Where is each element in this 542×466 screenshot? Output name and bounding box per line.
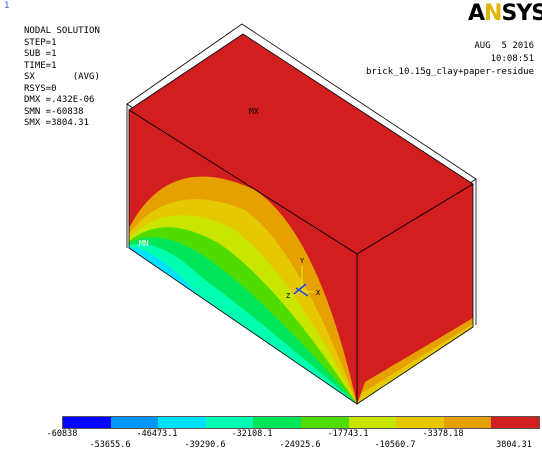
model-title: brick_10.15g_clay+paper-residue bbox=[366, 67, 534, 77]
right-face bbox=[357, 184, 473, 404]
legend-label: -53655.6 bbox=[89, 440, 131, 450]
legend-color-band bbox=[63, 417, 111, 428]
legend-color-band bbox=[348, 417, 397, 428]
front-face bbox=[129, 110, 357, 404]
legend-label: -3378.18 bbox=[422, 429, 464, 439]
mn-marker: MN bbox=[139, 239, 149, 248]
contour-legend-bar bbox=[62, 416, 540, 429]
time-label: 10:08:51 bbox=[490, 54, 534, 64]
legend-label: -10560.7 bbox=[374, 440, 416, 450]
legend-labels-bottom: -53655.6 -39290.6 -24925.6 -10560.7 3804… bbox=[62, 440, 542, 452]
info-line: RSYS=0 bbox=[24, 83, 57, 94]
date-label: AUG 5 2016 bbox=[474, 41, 534, 51]
ansys-logo: ANSYS bbox=[468, 1, 542, 26]
mx-marker: MX bbox=[249, 107, 259, 116]
legend-label: -39290.6 bbox=[184, 440, 226, 450]
legend-color-band bbox=[300, 417, 349, 428]
legend-label: -32108.1 bbox=[231, 429, 273, 439]
legend-label: -46473.1 bbox=[136, 429, 178, 439]
header-info: AUG 5 2016 10:08:51 brick_10.15g_clay+pa… bbox=[366, 40, 534, 79]
info-line: STEP=1 bbox=[24, 37, 57, 48]
triad-z-label: Z bbox=[286, 292, 290, 300]
legend-label: 3804.31 bbox=[496, 440, 532, 450]
info-line: SMX =3804.31 bbox=[24, 118, 90, 128]
legend-labels-top: -60838 -46473.1 -32108.1 -17743.1 -3378.… bbox=[47, 429, 542, 441]
legend-color-band bbox=[158, 417, 206, 428]
legend-color-band bbox=[205, 417, 254, 428]
legend-color-band bbox=[253, 417, 301, 428]
legend-label: -24925.6 bbox=[279, 440, 321, 450]
legend-label: -17743.1 bbox=[327, 429, 369, 439]
legend-color-band bbox=[396, 417, 444, 428]
info-line: SX (AVG) bbox=[24, 72, 100, 82]
info-line: NODAL SOLUTION bbox=[24, 26, 100, 36]
info-line: SUB =1 bbox=[24, 49, 57, 59]
coordinate-triad: Y X Z bbox=[286, 257, 321, 300]
triad-x-label: X bbox=[316, 289, 321, 297]
info-line: DMX =.432E-06 bbox=[24, 95, 95, 105]
triad-y-label: Y bbox=[300, 257, 305, 265]
legend-color-band bbox=[491, 417, 539, 428]
legend-label: -60838 bbox=[46, 429, 78, 439]
legend-color-band bbox=[110, 417, 159, 428]
window-number: 1 bbox=[4, 1, 10, 11]
info-line: SMN =-60838 bbox=[24, 106, 84, 117]
legend-color-band bbox=[443, 417, 492, 428]
solution-info: NODAL SOLUTION STEP=1 SUB =1 TIME=1 SX (… bbox=[24, 26, 100, 130]
info-line: TIME=1 bbox=[24, 60, 57, 71]
